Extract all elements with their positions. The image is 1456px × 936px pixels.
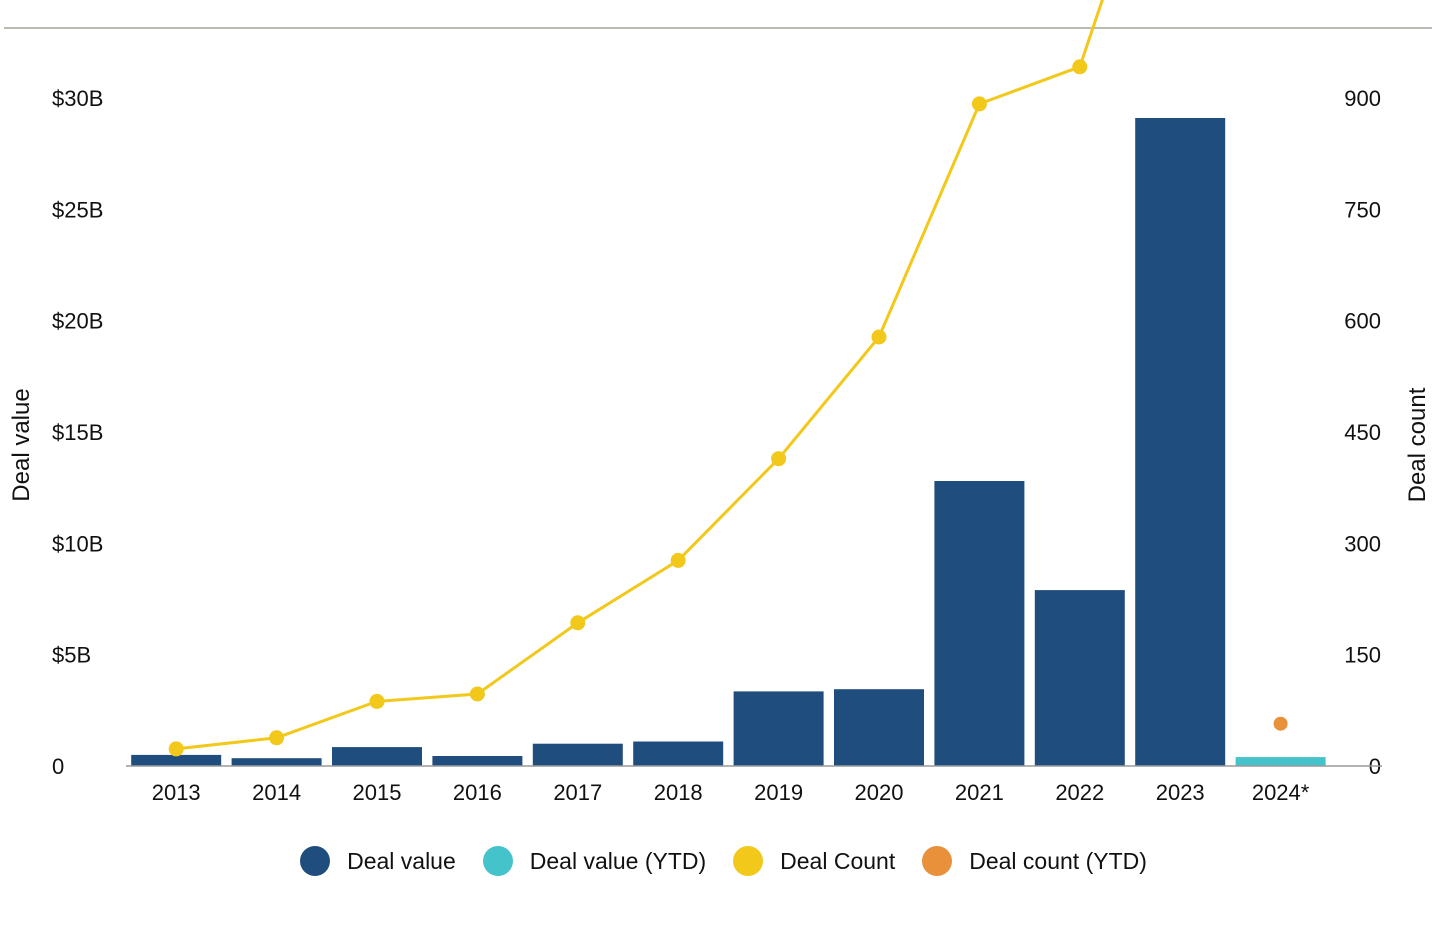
x-tick-label-2019: 2019 bbox=[754, 780, 803, 805]
deal-count-point-2022 bbox=[1072, 59, 1088, 75]
y-tick-label-left: $10B bbox=[52, 531, 103, 556]
y-axis-title-left: Deal value bbox=[8, 388, 35, 501]
x-tick-label-2017: 2017 bbox=[553, 780, 602, 805]
x-tick-label-2021: 2021 bbox=[955, 780, 1004, 805]
x-tick-label-2024: 2024* bbox=[1252, 780, 1310, 805]
legend-swatch bbox=[733, 846, 764, 876]
deal-count-point-2018 bbox=[670, 552, 686, 568]
deal-chart: 2013 2014 2015 2016 2017 2018 2019 2020 2021 2022… bbox=[8, 0, 1431, 805]
legend-label: Deal value bbox=[347, 847, 456, 874]
bar-deal-value-2018 bbox=[633, 741, 724, 766]
deal-count-point-2017 bbox=[570, 615, 586, 631]
bar-deal-value-2015 bbox=[332, 747, 422, 766]
y-tick-label-left: $15B bbox=[52, 420, 103, 445]
bar-deal-value-2022 bbox=[1034, 590, 1125, 766]
y-tick-label-left: $25B bbox=[52, 197, 103, 222]
y-tick-label-right: 450 bbox=[1344, 420, 1381, 445]
deal-count-point-2020 bbox=[871, 329, 887, 345]
bar-deal-value-2013 bbox=[131, 754, 222, 766]
legend-item: Deal Count bbox=[733, 846, 904, 876]
bar-deal-value-2021 bbox=[934, 481, 1025, 766]
y-tick-label-left: 0 bbox=[52, 754, 64, 779]
bar-deal-value-2020 bbox=[834, 689, 924, 766]
y-tick-labels-left: 0 $5B $10B $15B $20B $25B $30B bbox=[52, 86, 103, 779]
y-tick-label-right: 900 bbox=[1344, 86, 1381, 111]
deal-count-point-2014 bbox=[269, 730, 285, 746]
legend-swatch bbox=[482, 846, 513, 876]
bar-deal-value-2017 bbox=[532, 743, 623, 766]
bar-deal-value-2019 bbox=[733, 691, 824, 766]
legend-label: Deal value (YTD) bbox=[529, 847, 707, 874]
x-tick-label-2014: 2014 bbox=[252, 780, 301, 805]
y-tick-label-left: $30B bbox=[52, 86, 103, 111]
x-tick-label-2022: 2022 bbox=[1055, 780, 1104, 805]
deal-count-point-2015 bbox=[369, 693, 385, 709]
y-axis-title-right: Deal count bbox=[1404, 387, 1431, 502]
legend-item: Deal value (YTD) bbox=[482, 846, 715, 876]
bar-deal-value-2014 bbox=[231, 758, 322, 766]
deal-count-line-group bbox=[168, 0, 1288, 757]
x-tick-labels: 2013 2014 2015 2016 2017 2018 2019 2020 2021 2022… bbox=[152, 780, 1310, 805]
bars-group bbox=[131, 118, 1326, 766]
x-tick-label-2015: 2015 bbox=[353, 780, 402, 805]
x-tick-label-2016: 2016 bbox=[453, 780, 502, 805]
y-tick-label-right: 600 bbox=[1344, 309, 1381, 334]
bar-deal-value-ytd-2024 bbox=[1235, 757, 1326, 766]
x-tick-label-2013: 2013 bbox=[152, 780, 201, 805]
top-divider bbox=[4, 27, 1432, 29]
legend-swatch bbox=[300, 846, 331, 876]
y-tick-label-left: $20B bbox=[52, 309, 103, 334]
y-tick-label-right: 300 bbox=[1344, 531, 1381, 556]
deal-count-point-2013 bbox=[168, 741, 184, 757]
deal-count-point-2019 bbox=[771, 451, 787, 467]
deal-count-ytd-point-2024 bbox=[1273, 716, 1288, 731]
x-tick-label-2023: 2023 bbox=[1156, 780, 1205, 805]
x-tick-label-2020: 2020 bbox=[855, 780, 904, 805]
y-tick-label-right: 750 bbox=[1344, 197, 1381, 222]
legend-item: Deal count (YTD) bbox=[922, 846, 1156, 876]
y-tick-label-left: $5B bbox=[52, 643, 91, 668]
legend: Deal value Deal value (YTD) Deal Count Deal… bbox=[0, 846, 1456, 876]
legend-label: Deal Count bbox=[780, 847, 896, 874]
bar-deal-value-2023 bbox=[1135, 118, 1226, 766]
y-tick-label-right: 150 bbox=[1344, 643, 1381, 668]
deal-count-point-2016 bbox=[469, 686, 485, 702]
deal-count-line bbox=[176, 0, 1104, 751]
legend-swatch bbox=[922, 846, 953, 876]
legend-label: Deal count (YTD) bbox=[969, 847, 1147, 874]
bar-deal-value-2016 bbox=[432, 756, 523, 766]
legend-item: Deal value bbox=[300, 846, 465, 876]
x-tick-label-2018: 2018 bbox=[654, 780, 703, 805]
deal-count-point-2021 bbox=[971, 96, 987, 112]
